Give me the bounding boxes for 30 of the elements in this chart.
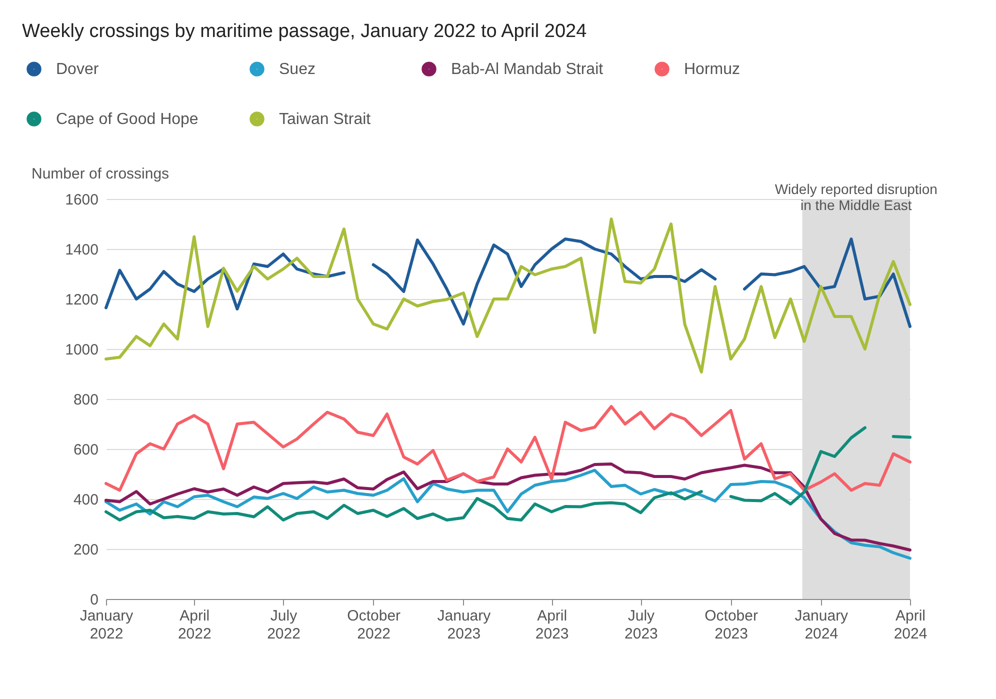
x-tick-label: October 2022 — [347, 608, 401, 642]
y-tick-label: 1600 — [65, 192, 98, 208]
y-tick-label: 1200 — [65, 292, 98, 308]
legend-label: Bab-Al Mandab Strait — [451, 61, 604, 78]
x-tick-label: January 2023 — [437, 608, 492, 642]
x-tick-label: January 2022 — [80, 608, 134, 642]
legend-label: Cape of Good Hope — [56, 111, 198, 128]
chart-title: Weekly crossings by maritime passage, January 2022 to April 2024 — [22, 21, 588, 42]
y-tick-label: 600 — [73, 442, 98, 458]
band-label: Widely reported disruption in the Middle East — [774, 181, 938, 213]
x-tick-label: July 2023 — [624, 608, 658, 642]
line-series — [104, 405, 912, 492]
y-tick-label: 800 — [73, 392, 98, 408]
legend-label: Taiwan Strait — [279, 111, 372, 128]
y-tick-label: 400 — [73, 492, 98, 508]
legend-label: Dover — [56, 61, 100, 78]
legend-label: Hormuz — [684, 61, 740, 78]
legend-label: Suez — [279, 61, 316, 78]
x-tick-label: January 2024 — [794, 608, 849, 642]
x-tick-label: July 2022 — [267, 608, 300, 642]
line-series — [104, 218, 912, 374]
x-tick-label: October 2023 — [704, 608, 758, 642]
y-tick-label: 1000 — [65, 342, 98, 358]
x-tick-label: April 2023 — [535, 608, 569, 642]
y-axis-title: Number of crossings — [32, 166, 170, 182]
x-tick-label: April 2024 — [894, 608, 928, 642]
y-tick-label: 1400 — [65, 242, 98, 258]
y-tick-label: 200 — [73, 542, 98, 558]
y-tick-label: 0 — [90, 592, 98, 608]
x-tick-label: April 2022 — [178, 608, 212, 642]
